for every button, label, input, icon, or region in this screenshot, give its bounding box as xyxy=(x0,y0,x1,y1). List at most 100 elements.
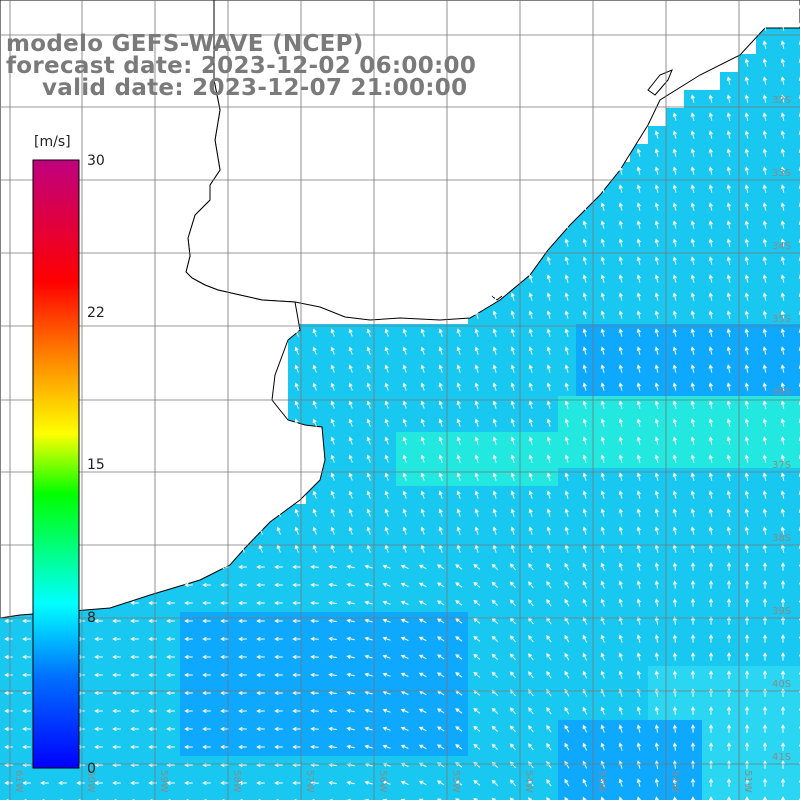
wind-arrow xyxy=(384,508,389,517)
wind-arrow xyxy=(690,742,696,751)
wind-cell xyxy=(792,180,800,199)
wind-arrow xyxy=(546,436,551,445)
wind-arrow xyxy=(382,672,391,677)
river-plate-shore-detail xyxy=(491,295,503,301)
wind-arrow xyxy=(310,600,319,606)
wind-arrow xyxy=(402,382,407,391)
wind-arrow xyxy=(348,364,353,373)
colorbar-tick-8: 8 xyxy=(87,610,96,626)
wind-arrow xyxy=(94,690,103,696)
wind-arrow xyxy=(456,490,461,499)
wind-arrow xyxy=(22,636,31,642)
wind-cell xyxy=(90,792,109,800)
wind-arrow xyxy=(546,635,552,643)
wind-arrow xyxy=(780,184,785,193)
wind-cell xyxy=(126,792,145,800)
wind-arrow xyxy=(256,726,265,732)
wind-arrow xyxy=(328,636,337,641)
wind-arrow xyxy=(312,490,317,499)
wind-arrow xyxy=(418,780,427,786)
wind-arrow xyxy=(346,726,355,731)
wind-arrow xyxy=(690,346,695,355)
wind-arrow xyxy=(780,580,786,589)
wind-arrow xyxy=(94,654,103,660)
wind-arrow xyxy=(438,418,443,427)
wind-arrow xyxy=(762,472,767,481)
wind-arrow xyxy=(455,636,463,642)
wind-arrow xyxy=(274,690,283,696)
wind-arrow xyxy=(238,618,247,624)
wind-arrow xyxy=(528,274,533,283)
wind-arrow xyxy=(473,599,481,606)
wind-arrow xyxy=(328,600,337,605)
wind-arrow xyxy=(364,780,373,785)
wind-arrow xyxy=(4,672,13,678)
wind-arrow xyxy=(546,454,551,463)
wind-arrow xyxy=(491,797,496,800)
wind-arrow xyxy=(546,346,551,355)
wind-arrow xyxy=(618,670,623,679)
wind-arrow xyxy=(582,526,587,535)
wind-arrow xyxy=(690,202,695,211)
wind-arrow xyxy=(636,544,641,553)
latitude-label: 37S xyxy=(772,460,791,471)
wind-arrow xyxy=(436,618,445,624)
wind-arrow xyxy=(473,563,481,570)
latitude-labels: 32S 33S 34S 35S 36S 37S 38S 39S 40S 41S xyxy=(772,95,791,763)
wind-arrow xyxy=(546,382,551,391)
wind-arrow xyxy=(762,490,767,499)
wind-arrow xyxy=(312,418,317,427)
wind-arrow xyxy=(780,400,785,409)
wind-arrow xyxy=(672,310,677,319)
wind-arrow xyxy=(330,544,335,553)
wind-arrow xyxy=(510,346,515,355)
wind-arrow xyxy=(112,618,121,624)
wind-arrow xyxy=(492,544,497,553)
wind-arrow xyxy=(618,454,623,463)
wind-arrow xyxy=(474,526,479,535)
wind-arrow xyxy=(708,490,713,499)
wind-arrow xyxy=(4,618,13,624)
wind-arrow xyxy=(310,780,319,786)
wind-arrow xyxy=(346,618,355,623)
wind-arrow xyxy=(22,618,31,624)
wind-arrow xyxy=(564,454,569,463)
wind-arrow xyxy=(762,454,767,463)
wind-cell xyxy=(288,792,307,800)
wind-arrow xyxy=(491,581,499,588)
wind-arrow xyxy=(238,636,247,642)
wind-arrow xyxy=(654,634,659,643)
wind-arrow xyxy=(528,364,533,373)
latitude-label: 41S xyxy=(772,752,791,763)
wind-arrow xyxy=(654,220,659,229)
wind-arrow xyxy=(618,616,623,625)
wind-arrow xyxy=(438,526,443,535)
wind-arrow xyxy=(636,328,641,337)
wind-arrow xyxy=(4,654,13,660)
wind-arrow xyxy=(94,582,103,588)
wind-arrow xyxy=(672,454,677,463)
wind-arrow xyxy=(564,256,569,265)
wind-arrow xyxy=(364,582,373,587)
wind-arrow xyxy=(618,562,623,571)
wind-arrow xyxy=(672,346,677,355)
wind-arrow xyxy=(726,274,731,283)
wind-arrow xyxy=(636,742,641,751)
wind-arrow xyxy=(672,130,677,139)
wind-arrow xyxy=(762,166,767,175)
wind-arrow xyxy=(762,112,767,121)
latitude-label: 33S xyxy=(772,168,791,179)
wind-arrow xyxy=(202,744,211,750)
wind-arrow xyxy=(744,202,749,211)
wind-arrow xyxy=(708,346,713,355)
wind-arrow xyxy=(202,618,211,624)
wind-arrow xyxy=(762,526,767,535)
wind-arrow xyxy=(726,670,732,679)
wind-arrow xyxy=(348,472,353,481)
wind-arrow xyxy=(708,220,713,229)
wind-arrow xyxy=(4,744,13,750)
wind-arrow xyxy=(762,238,767,247)
wind-arrow xyxy=(726,310,731,319)
wind-arrow xyxy=(455,780,463,786)
wind-arrow xyxy=(312,328,317,337)
